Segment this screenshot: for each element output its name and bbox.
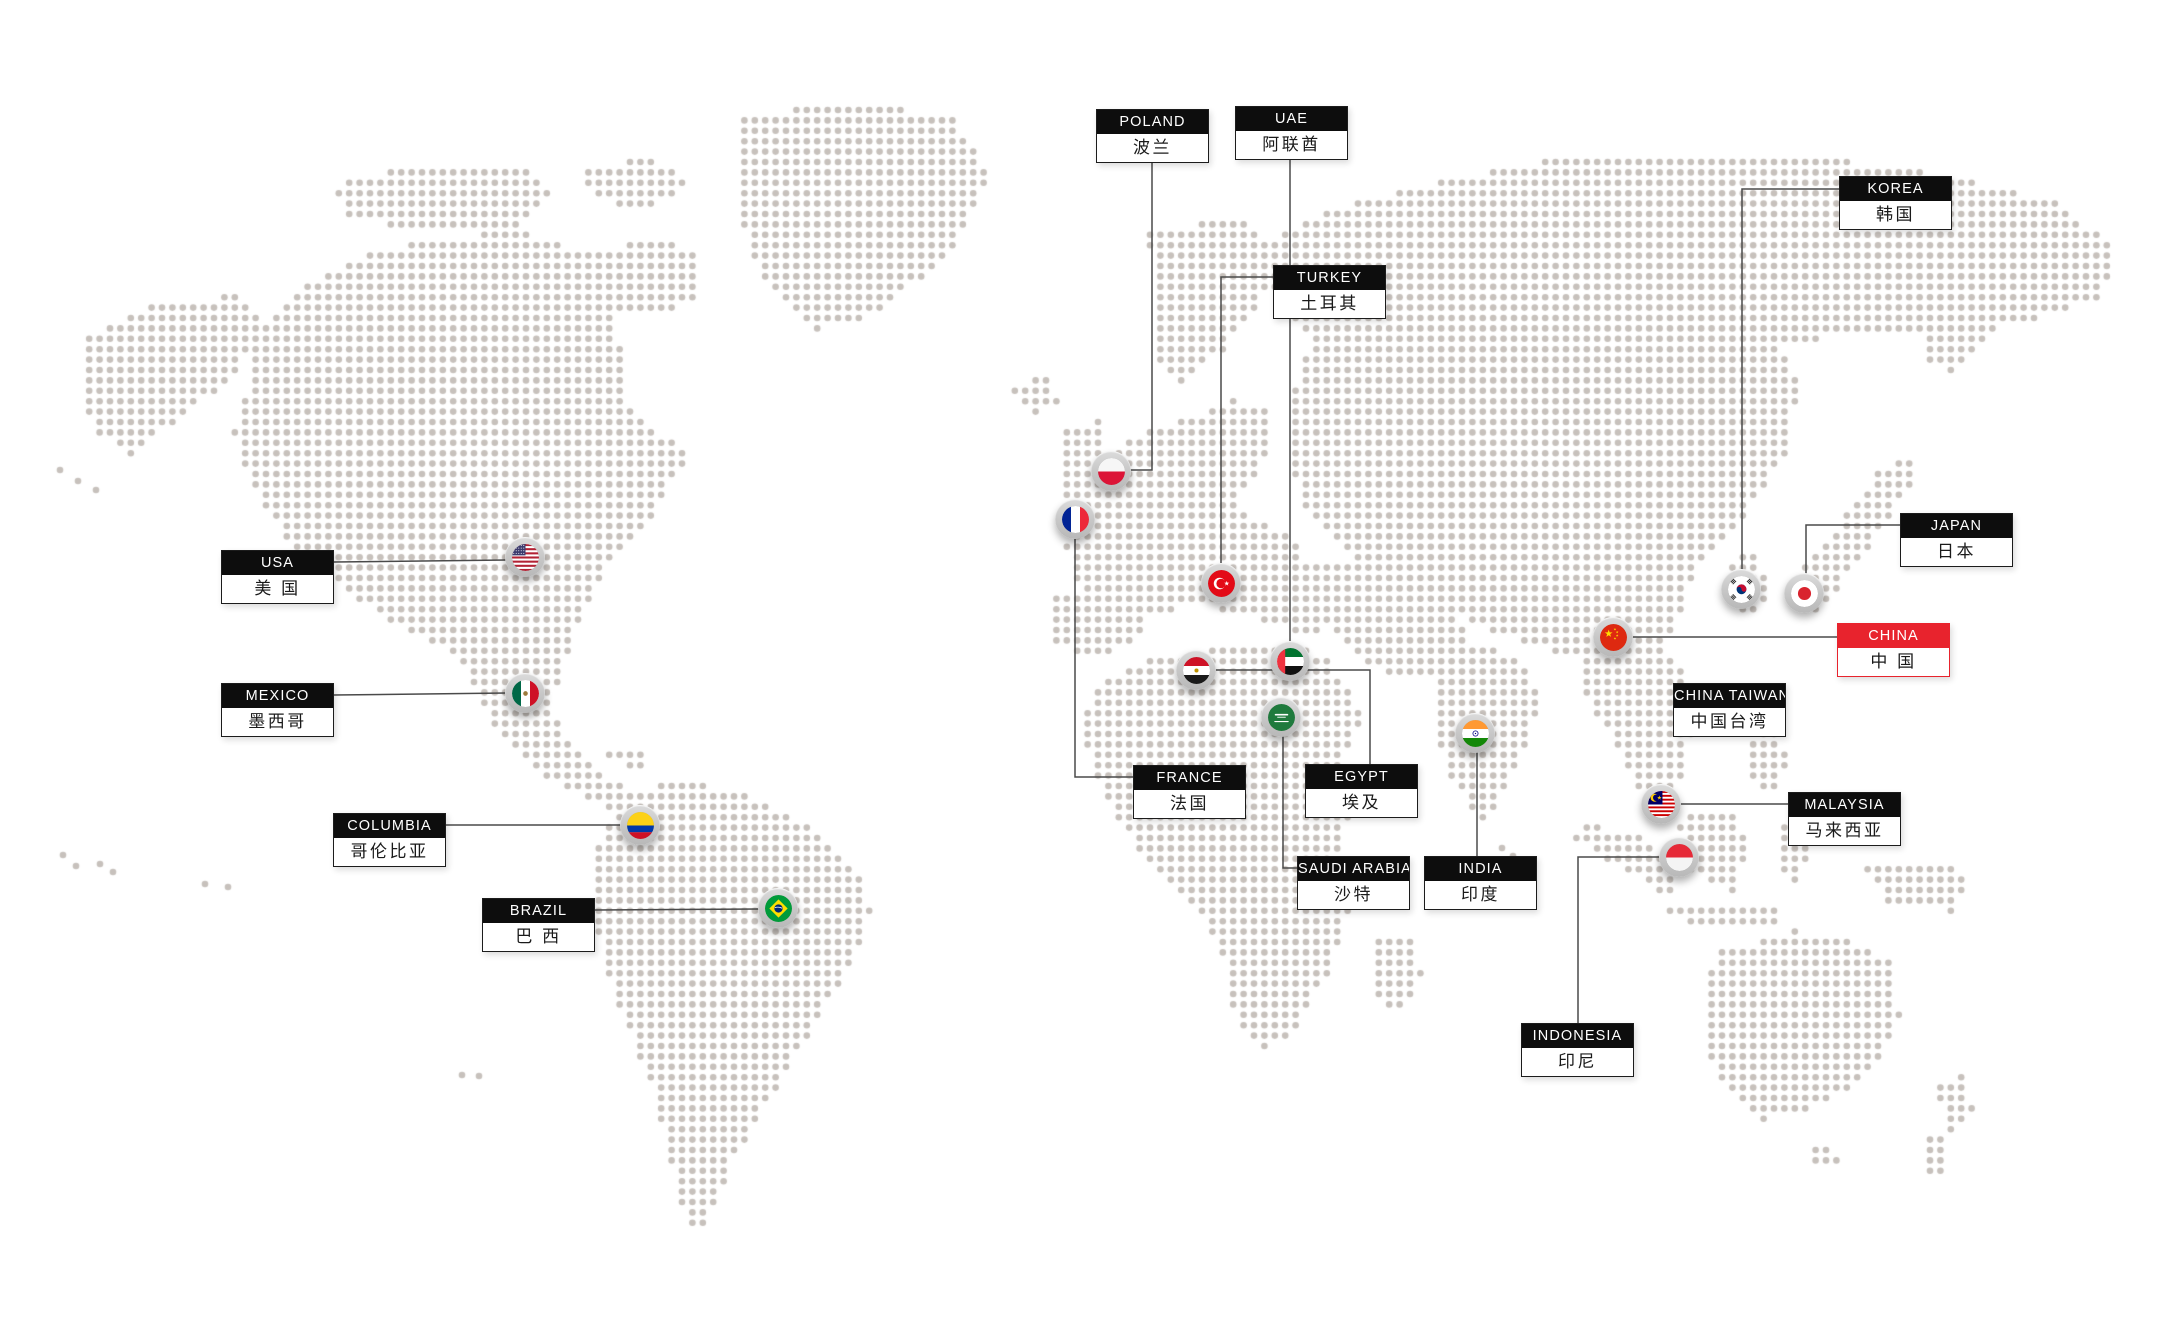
- country-name-zh: 马来西亚: [1805, 821, 1884, 840]
- country-name-zh: 美 国: [254, 579, 301, 598]
- flag-marker-indonesia: [1659, 837, 1699, 877]
- saudi-flag-icon: [1267, 703, 1295, 731]
- connector-japan: [1805, 524, 1900, 575]
- country-name-en: CHINA: [1838, 624, 1949, 648]
- country-label-columbia: COLUMBIA 哥伦比亚: [333, 813, 446, 867]
- mexico-flag-icon: [511, 679, 539, 707]
- country-name-zh: 印尼: [1558, 1052, 1597, 1071]
- country-name-en: INDONESIA: [1522, 1024, 1633, 1048]
- country-label-poland: POLAND 波兰: [1096, 109, 1209, 163]
- japan-flag-icon: [1790, 579, 1818, 607]
- country-name-en: EGYPT: [1306, 765, 1417, 789]
- country-name-zh: 印度: [1461, 885, 1500, 904]
- flag-marker-korea: [1721, 569, 1761, 609]
- country-name-en: MEXICO: [222, 684, 333, 708]
- connector-egypt: [1214, 669, 1371, 764]
- indonesia-flag-icon: [1665, 843, 1693, 871]
- country-name-zh: 埃及: [1342, 793, 1381, 812]
- connector-saudi: [1282, 735, 1297, 869]
- connector-poland: [1129, 162, 1153, 471]
- country-label-france: FRANCE 法国: [1133, 765, 1246, 819]
- connector-korea: [1741, 188, 1839, 571]
- country-name-en: USA: [222, 551, 333, 575]
- flag-marker-india: [1455, 713, 1495, 753]
- connector-france: [1074, 539, 1133, 778]
- flag-marker-brazil: [758, 888, 798, 928]
- country-label-usa: USA 美 国: [221, 550, 334, 604]
- flag-marker-usa: [505, 537, 545, 577]
- country-name-en: UAE: [1236, 107, 1347, 131]
- flag-marker-malaysia: [1641, 784, 1681, 824]
- country-name-zh: 波兰: [1133, 138, 1172, 157]
- flag-marker-france: [1055, 499, 1095, 539]
- country-label-taiwan: CHINA TAIWAN 中国台湾: [1673, 683, 1786, 737]
- country-label-uae: UAE 阿联酋: [1235, 106, 1348, 160]
- country-name-en: FRANCE: [1134, 766, 1245, 790]
- flag-marker-japan: [1784, 573, 1824, 613]
- country-name-zh: 中 国: [1870, 652, 1917, 671]
- country-name-zh: 韩国: [1876, 205, 1915, 224]
- country-name-en: KOREA: [1840, 177, 1951, 201]
- flag-marker-uae: [1270, 641, 1310, 681]
- flag-marker-poland: [1091, 451, 1131, 491]
- brazil-flag-icon: [764, 894, 792, 922]
- country-name-en: JAPAN: [1901, 514, 2012, 538]
- france-flag-icon: [1061, 505, 1089, 533]
- malaysia-flag-icon: [1647, 790, 1675, 818]
- country-name-en: SAUDI ARABIA: [1298, 857, 1409, 881]
- country-label-indonesia: INDONESIA 印尼: [1521, 1023, 1634, 1077]
- poland-flag-icon: [1097, 457, 1125, 485]
- country-label-china: CHINA 中 国: [1837, 623, 1950, 677]
- country-label-mexico: MEXICO 墨西哥: [221, 683, 334, 737]
- flag-marker-columbia: [620, 805, 660, 845]
- connector-indonesia: [1577, 856, 1661, 1023]
- country-name-en: POLAND: [1097, 110, 1208, 134]
- country-name-en: MALAYSIA: [1789, 793, 1900, 817]
- connector-usa: [333, 559, 508, 563]
- flag-marker-china: [1593, 617, 1633, 657]
- columbia-flag-icon: [626, 811, 654, 839]
- country-label-saudi: SAUDI ARABIA 沙特: [1297, 856, 1410, 910]
- egypt-flag-icon: [1182, 656, 1210, 684]
- connector-mexico: [333, 692, 508, 696]
- connector-turkey: [1220, 276, 1273, 565]
- uae-flag-icon: [1276, 647, 1304, 675]
- country-label-india: INDIA 印度: [1424, 856, 1537, 910]
- flag-marker-saudi: [1261, 697, 1301, 737]
- country-label-malaysia: MALAYSIA 马来西亚: [1788, 792, 1901, 846]
- flag-marker-turkey: [1201, 563, 1241, 603]
- country-name-en: BRAZIL: [483, 899, 594, 923]
- country-label-korea: KOREA 韩国: [1839, 176, 1952, 230]
- country-name-en: INDIA: [1425, 857, 1536, 881]
- country-label-brazil: BRAZIL 巴 西: [482, 898, 595, 952]
- country-name-zh: 哥伦比亚: [350, 842, 429, 861]
- turkey-flag-icon: [1207, 569, 1235, 597]
- country-name-zh: 巴 西: [515, 927, 562, 946]
- connector-brazil: [594, 908, 761, 911]
- country-name-zh: 阿联酋: [1262, 135, 1321, 154]
- country-label-japan: JAPAN 日本: [1900, 513, 2013, 567]
- country-name-zh: 法国: [1170, 794, 1209, 813]
- korea-flag-icon: [1727, 575, 1755, 603]
- china-flag-icon: [1599, 623, 1627, 651]
- country-label-egypt: EGYPT 埃及: [1305, 764, 1418, 818]
- flag-marker-mexico: [505, 673, 545, 713]
- usa-flag-icon: [511, 543, 539, 571]
- country-name-zh: 中国台湾: [1690, 712, 1769, 731]
- country-label-turkey: TURKEY 土耳其: [1273, 265, 1386, 319]
- country-name-zh: 墨西哥: [248, 712, 307, 731]
- country-name-zh: 土耳其: [1300, 294, 1359, 313]
- country-name-en: TURKEY: [1274, 266, 1385, 290]
- india-flag-icon: [1461, 719, 1489, 747]
- country-name-zh: 沙特: [1334, 885, 1373, 904]
- country-name-en: CHINA TAIWAN: [1674, 684, 1785, 708]
- country-name-en: COLUMBIA: [334, 814, 445, 838]
- flag-marker-egypt: [1176, 650, 1216, 690]
- country-name-zh: 日本: [1937, 542, 1976, 561]
